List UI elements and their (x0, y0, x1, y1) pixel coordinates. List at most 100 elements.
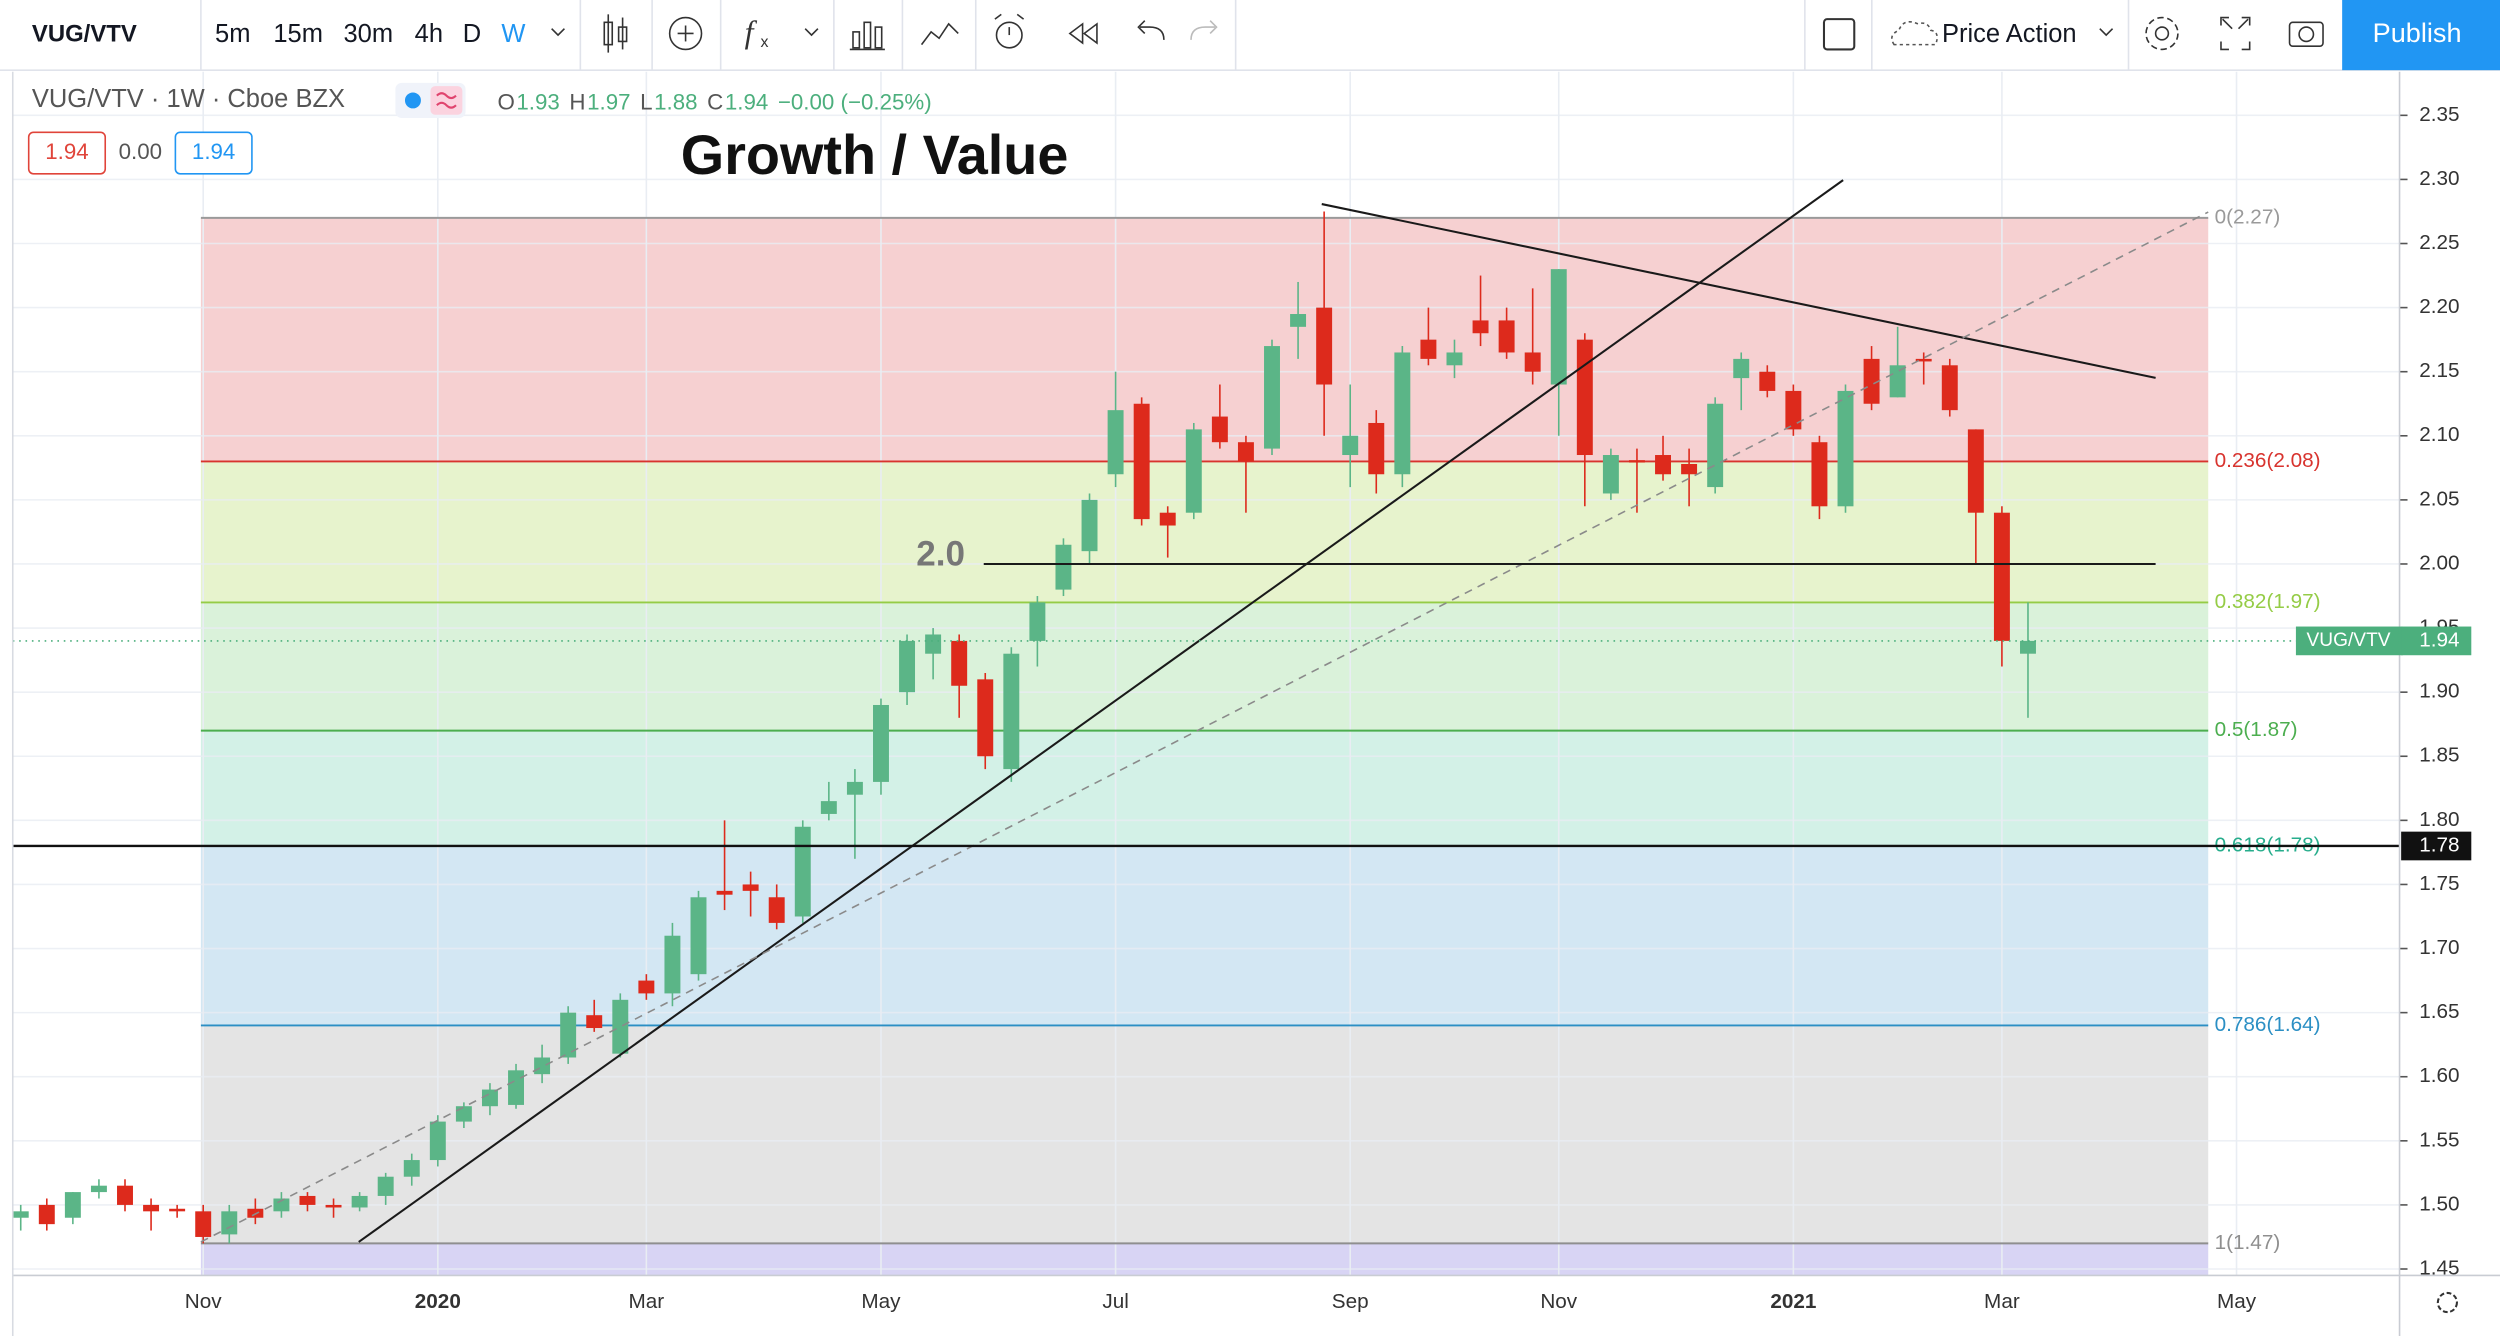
chevron-icon[interactable] (551, 28, 565, 37)
add-icon[interactable] (668, 16, 703, 51)
fib-band (200, 1243, 2209, 1276)
candle-body (1655, 455, 1671, 475)
compare-icon[interactable] (920, 22, 959, 46)
interval-button[interactable]: W (501, 20, 525, 48)
toolbar-symbol[interactable]: VUG/VTV (32, 20, 137, 47)
candle-body (1107, 410, 1124, 475)
candle-body (690, 897, 707, 975)
candle-body (716, 890, 733, 895)
y-tick-label: 1.55 (2419, 1128, 2459, 1151)
candle-body (1811, 442, 1828, 507)
candle-body (1159, 512, 1176, 526)
snapshot-icon[interactable] (2288, 21, 2324, 48)
chevron-icon[interactable] (2099, 28, 2114, 37)
candle-body (768, 897, 785, 923)
last-price-symbol: VUG/VTV (2307, 630, 2391, 651)
trend-line (1321, 203, 2156, 379)
candle-body (429, 1121, 446, 1161)
template-name[interactable]: Price Action (1942, 20, 2077, 48)
x-tick-label: May (861, 1290, 901, 1313)
layout-icon[interactable] (1822, 18, 1856, 51)
interval-button[interactable]: 5m (215, 20, 250, 48)
interval-button[interactable]: D (463, 20, 481, 48)
cloud-icon[interactable] (1891, 21, 1938, 46)
price-line-tag-label: 1.78 (2419, 833, 2459, 856)
candle-body (1837, 390, 1854, 507)
x-tick-label: Mar (1984, 1290, 2020, 1313)
candle-body (1707, 403, 1724, 488)
data-icon (430, 86, 463, 115)
candle-body (846, 781, 863, 795)
candle-body (560, 1012, 577, 1058)
candle-body (1550, 269, 1567, 385)
candle-body (1915, 358, 1932, 362)
axis-settings-icon[interactable] (2436, 1291, 2458, 1314)
candle-body (90, 1185, 107, 1193)
fib-level-label: 0.382(1.97) (2215, 590, 2321, 613)
publish-label[interactable]: Publish (2373, 17, 2462, 48)
x-tick-label: Jul (1102, 1290, 1129, 1313)
y-tick-label: 1.65 (2419, 1000, 2459, 1023)
fib-band (200, 1025, 2209, 1244)
candle-body (951, 640, 968, 686)
candle-body (1993, 512, 2010, 641)
change: −0.00 (−0.25%) (778, 90, 932, 115)
settings-icon[interactable] (2145, 16, 2179, 51)
candle-body (742, 884, 759, 891)
financials-icon[interactable] (849, 21, 885, 51)
candle-body (38, 1204, 55, 1225)
fib-level-label: 1(1.47) (2215, 1231, 2281, 1254)
ohlc-value: 1.93 (516, 90, 559, 115)
publish-button[interactable] (2342, 0, 2500, 71)
x-tick-label: Nov (1540, 1290, 1577, 1313)
candle-body (351, 1195, 368, 1208)
candle-body (1368, 422, 1385, 475)
candle-body (1941, 365, 1958, 411)
candle-body (1055, 544, 1072, 590)
candle-body (586, 1015, 603, 1029)
candle-body (1029, 602, 1046, 641)
y-tick-label: 1.50 (2419, 1192, 2459, 1215)
ohlc-key: C (707, 90, 723, 115)
candle-body (1081, 499, 1098, 552)
interval-button[interactable]: 15m (273, 20, 323, 48)
candle-body (481, 1089, 498, 1107)
ohlc-key: H (569, 90, 585, 115)
alert-icon[interactable] (994, 13, 1025, 49)
candles-icon[interactable] (603, 14, 628, 53)
x-tick-label: Sep (1332, 1290, 1369, 1313)
candle-body (1967, 429, 1984, 513)
y-tick-label: 2.05 (2419, 487, 2459, 510)
bid-value: 1.94 (45, 139, 88, 164)
y-tick-label: 1.60 (2419, 1064, 2459, 1087)
candle-body (1420, 339, 1437, 359)
candle-body (1211, 416, 1228, 443)
indicators-icon[interactable]: x (761, 34, 769, 51)
candle-body (1185, 429, 1202, 513)
redo-icon[interactable] (1190, 20, 1218, 40)
overlay: 0(2.27) 0.236(2.08) 0.382(1.97) 0.5(1.87) 0.… (12, 205, 2400, 1254)
candle-body (1602, 455, 1619, 494)
y-tick-label: 1.85 (2419, 744, 2459, 767)
interval-button[interactable]: 4h (415, 20, 443, 48)
candle-body (325, 1204, 342, 1208)
replay-icon[interactable] (1068, 22, 1098, 45)
y-tick-label: 2.35 (2419, 103, 2459, 126)
chevron-icon[interactable] (804, 28, 819, 37)
drawings (200, 179, 2209, 1243)
y-tick-label: 2.00 (2419, 551, 2459, 574)
fullscreen-icon[interactable] (2220, 16, 2251, 51)
interval-button[interactable]: 30m (343, 20, 393, 48)
price-line-tag (2401, 831, 2472, 861)
fib-level-label: 0.236(2.08) (2215, 449, 2321, 472)
bid-box (27, 131, 107, 175)
candle-body (1446, 352, 1463, 366)
candle-body (1472, 320, 1489, 334)
candle-body (299, 1195, 316, 1205)
candle-body (1863, 358, 1880, 404)
y-tick-label: 2.15 (2419, 359, 2459, 382)
candle-body (1733, 358, 1750, 379)
undo-icon[interactable] (1137, 20, 1165, 40)
candle-body (1759, 371, 1776, 391)
candle-body (873, 704, 889, 782)
